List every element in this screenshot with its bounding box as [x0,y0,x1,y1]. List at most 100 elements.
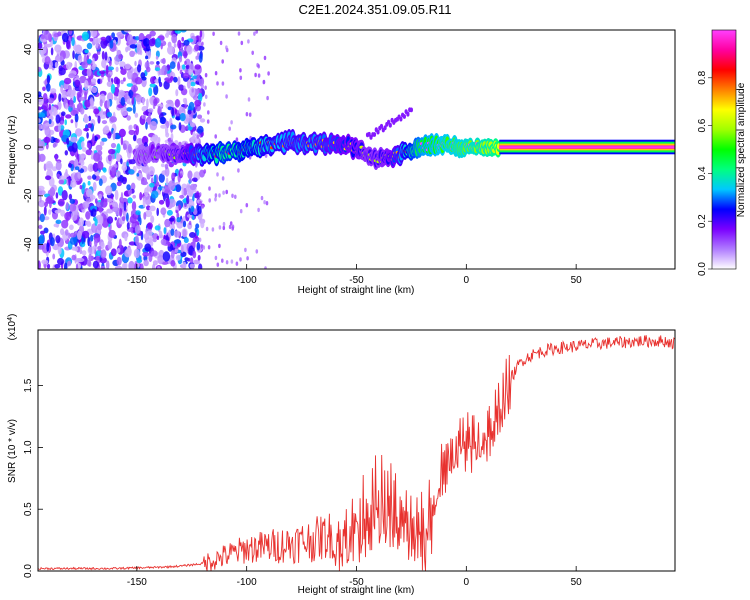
heat-cell [50,47,54,56]
snr-panel: -150 -100 -50 0 50 0.0 0.5 1.0 1.5 Height of st… [7,314,676,596]
heat-cell [106,66,115,71]
heat-cell [57,246,62,255]
heat-cell [192,250,197,259]
heat-cell [175,89,179,97]
heat-cell [99,257,107,264]
heat-cell [52,244,60,251]
heat-cell [264,153,268,158]
heat-cell [102,167,107,173]
heat-cell [185,64,190,70]
heat-cell [158,230,163,239]
heat-cell [96,51,101,55]
snr-y-tick-label: 1.5 [23,378,34,392]
heat-cell [38,185,45,191]
heat-cell [65,61,72,70]
colorbar-tick-label: 0.6 [697,118,708,132]
heat-cell [79,249,83,255]
heat-cell [146,43,150,52]
heat-cell [45,175,52,180]
heat-cell [173,76,178,83]
heat-cell [114,265,123,269]
heat-cell [66,39,71,49]
heat-cell [84,49,89,54]
heat-cell [199,88,202,94]
heat-cell [89,240,92,247]
heat-cell [87,123,92,129]
heat-cell [179,194,185,199]
heat-cell [145,66,151,73]
heat-cell [164,163,169,170]
heat-cell [176,217,181,223]
heat-cell [200,244,204,249]
heat-cell [198,263,203,269]
heat-cell [141,76,147,81]
heat-cell [128,89,134,99]
heat-cell [248,112,252,117]
heat-cell [184,104,187,109]
heat-cell [126,222,130,230]
heat-cell [82,182,86,190]
heat-cell [48,118,52,125]
heat-cell [163,227,167,235]
heat-cell [67,260,72,267]
heat-cell [55,114,61,124]
heat-cell [402,114,406,119]
heat-cell [255,249,259,254]
snr-y-tick-label: 1.0 [23,440,34,454]
heat-cell [38,224,43,230]
heat-cell [74,166,80,171]
heat-cell [239,209,243,214]
heat-cell [116,97,120,107]
heat-cell [106,216,114,224]
heat-cell [105,64,109,75]
heat-cell [106,81,113,87]
heat-cell [110,142,117,149]
heat-cell [55,192,59,199]
heat-cell [158,76,161,84]
heat-cell [73,96,76,103]
heat-cell [129,39,138,45]
heat-cell [221,176,225,181]
heat-cell [175,184,182,193]
heat-cell [222,221,226,227]
heat-cell [175,116,182,121]
heat-cell [198,237,202,242]
heat-cell [179,113,186,122]
heat-cell [154,67,160,71]
heat-cell [121,176,127,185]
heat-cell [255,30,258,34]
heat-cell [87,246,95,255]
heat-cell [65,202,69,210]
colorbar: 0.0 0.2 0.4 0.6 0.8 Normalized spectral ampl… [697,29,747,276]
heat-cell [192,95,198,101]
heat-cell [130,182,136,191]
heat-cell [116,256,122,266]
heat-cell [177,61,181,71]
heat-cell [178,122,182,131]
heat-cell [155,55,159,60]
heat-cell [110,204,113,209]
heat-cell [106,99,110,109]
heat-cell [154,225,161,231]
snr-y-label: SNR (10 * v/v) [7,419,18,483]
heat-cell [198,99,201,104]
heat-cell [149,182,155,188]
heat-cell [106,111,112,118]
heat-cell [101,59,107,69]
heat-cell [134,77,143,85]
heat-cell [165,99,174,105]
heat-cell [50,237,55,247]
spectrogram-x-tick-label: -100 [237,275,257,286]
heat-cell [237,31,241,36]
heat-cell [46,242,50,252]
heat-cell [207,110,210,115]
heat-cell [79,84,83,93]
heat-cell [147,108,154,113]
snr-y-ticks: 0.0 0.5 1.0 1.5 [23,378,43,578]
heat-cell [162,57,166,65]
heat-cell [106,198,113,203]
heat-cell [71,142,78,153]
heat-cell [157,254,164,265]
snr-x-tick-label: -50 [349,577,364,588]
heat-cell [46,263,51,269]
